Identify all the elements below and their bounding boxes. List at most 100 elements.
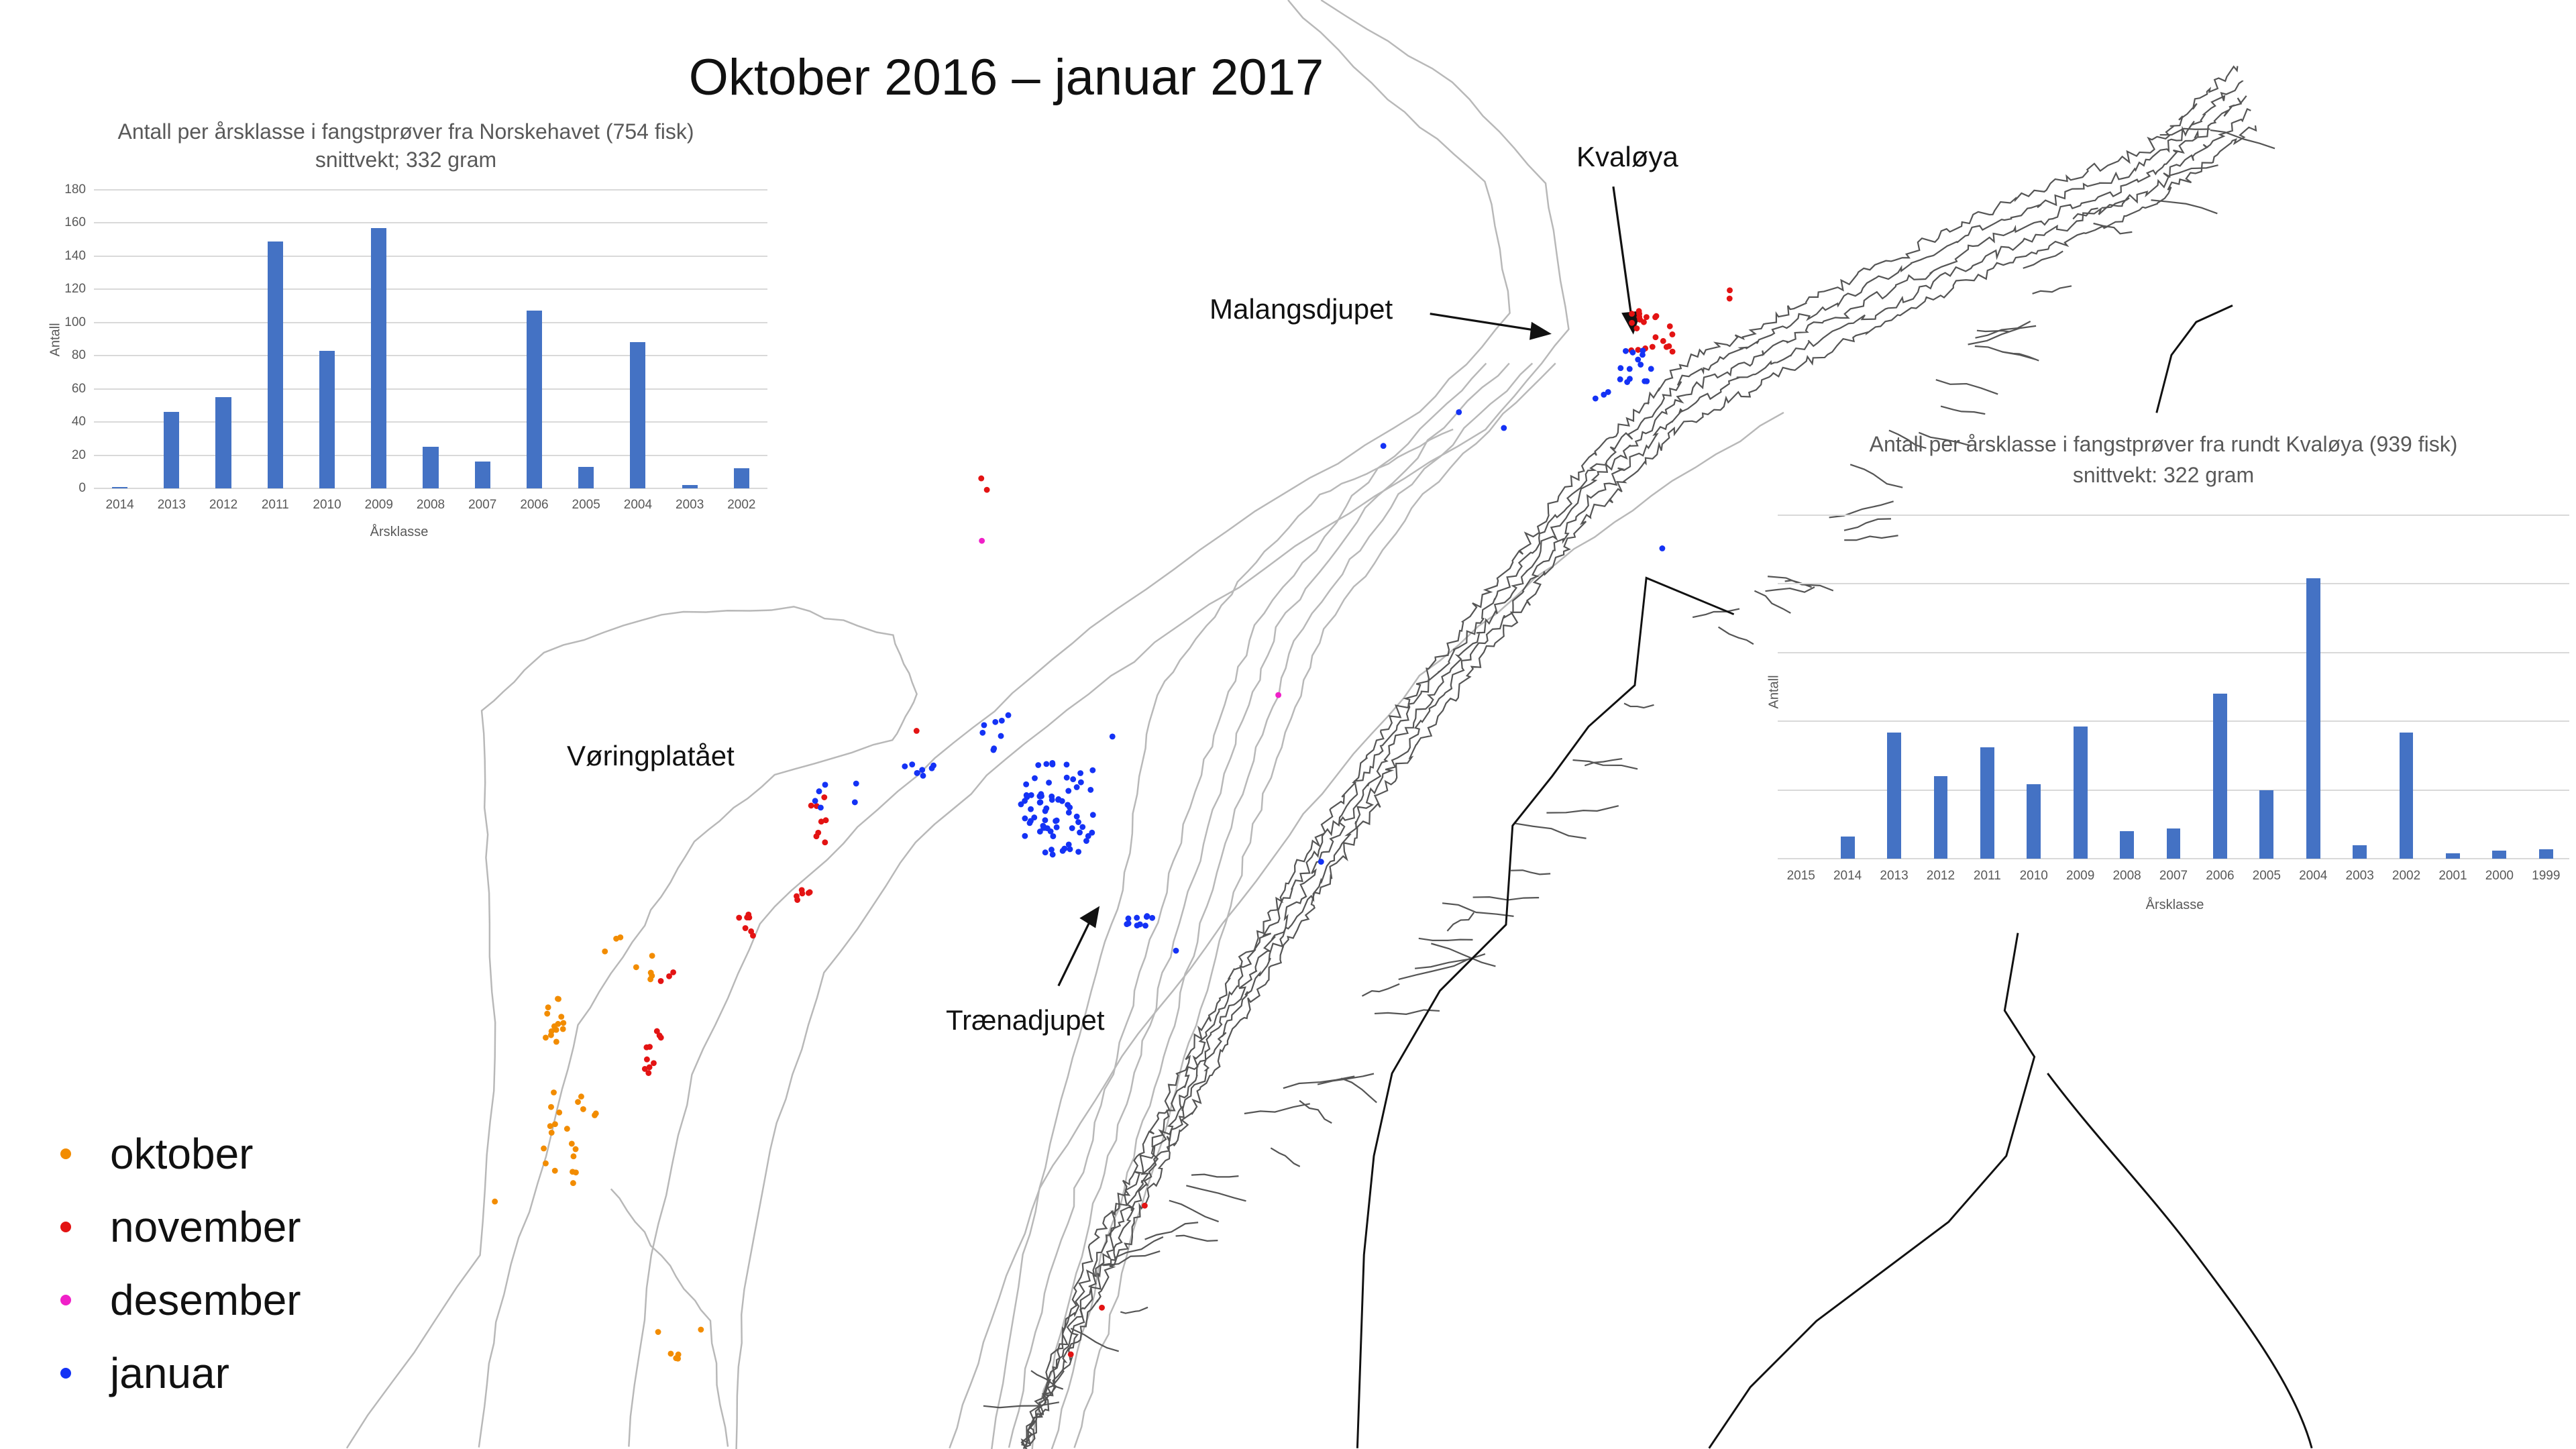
catch-point-oktober	[551, 1023, 557, 1030]
catch-point-oktober	[572, 1169, 579, 1176]
catch-point-november	[1141, 1202, 1148, 1209]
chart-subtitle: snittvekt: 322 gram	[2072, 463, 2255, 487]
fjord	[2102, 197, 2130, 209]
bar-2009	[2073, 727, 2088, 859]
dot-icon	[60, 1148, 71, 1159]
catch-point-januar	[1592, 395, 1599, 402]
coast-line-east	[1708, 932, 2313, 1449]
catch-point-oktober	[564, 1126, 570, 1132]
catch-point-januar	[1075, 849, 1082, 855]
fjord	[1446, 912, 1475, 932]
catch-point-januar	[1028, 792, 1034, 798]
catch-point-januar	[1149, 914, 1156, 921]
fjord	[1374, 1009, 1440, 1015]
legend-item-januar: januar	[60, 1336, 301, 1409]
catch-point-januar	[928, 765, 935, 771]
x-tick-label: 2015	[1786, 869, 1815, 883]
bar-2002	[2399, 732, 2414, 859]
catch-point-januar	[1018, 801, 1024, 808]
fjord	[1754, 590, 1791, 614]
fjord	[1514, 822, 1587, 839]
legend-item-desember: desember	[60, 1263, 301, 1336]
catch-point-januar	[1042, 817, 1049, 824]
catch-point-januar	[1036, 828, 1043, 835]
catch-point-januar	[998, 733, 1004, 739]
catch-point-oktober	[578, 1093, 584, 1100]
catch-point-januar	[1063, 761, 1070, 768]
depth-contour	[1073, 362, 1556, 1448]
x-tick-label: 2007	[468, 498, 497, 512]
catch-point-november	[653, 1028, 660, 1034]
catch-point-januar	[1142, 922, 1148, 929]
catch-point-januar	[1626, 366, 1633, 372]
catch-point-januar	[1617, 365, 1624, 372]
fjord	[1442, 902, 1514, 918]
x-tick-label: 1999	[2532, 869, 2561, 883]
catch-point-oktober	[558, 1014, 565, 1020]
bar-2013	[1887, 732, 1901, 859]
coast-line	[1020, 95, 2247, 1449]
catch-point-januar	[1624, 379, 1631, 385]
bar-2014	[112, 486, 128, 488]
catch-point-oktober	[548, 1130, 555, 1136]
catch-point-november	[1727, 287, 1733, 294]
fjord	[2151, 199, 2218, 215]
catch-point-januar	[1049, 851, 1056, 858]
fjord	[1584, 757, 1623, 767]
bar-2012	[1933, 776, 1948, 859]
catch-point-januar	[1173, 947, 1179, 954]
fjord	[1765, 586, 1815, 593]
catch-point-januar	[1036, 793, 1043, 800]
catch-point-oktober	[492, 1198, 498, 1205]
catch-point-november	[1643, 314, 1650, 321]
catch-point-november	[1660, 337, 1666, 344]
catch-point-januar	[1617, 376, 1623, 382]
dot-icon	[60, 1294, 71, 1305]
border-line	[1356, 576, 1735, 1448]
catch-point-januar	[1032, 775, 1038, 782]
fjord	[1717, 626, 1754, 645]
depth-contour	[345, 606, 918, 1449]
catch-point-januar	[1635, 356, 1642, 363]
catch-point-januar	[1070, 776, 1077, 783]
bar-1999	[2538, 849, 2553, 859]
catch-point-oktober	[649, 953, 655, 959]
fjord	[1976, 329, 2010, 333]
catch-point-november	[641, 1065, 648, 1072]
gridline	[94, 488, 767, 489]
catch-point-januar	[1073, 784, 1080, 790]
catch-point-oktober	[545, 1004, 551, 1011]
catch-point-januar	[920, 772, 926, 779]
x-tick-label: 2003	[676, 498, 704, 512]
catch-point-januar	[1605, 388, 1611, 395]
catch-point-januar	[1089, 767, 1096, 773]
gridline	[1778, 515, 2569, 516]
catch-point-januar	[919, 767, 926, 773]
x-tick-label: 2005	[572, 498, 600, 512]
fjord	[1361, 983, 1400, 997]
x-tick-label: 2011	[1973, 869, 2001, 883]
chart-subtitle: snittvekt; 332 gram	[315, 148, 497, 172]
catch-point-januar	[853, 780, 859, 787]
fjord	[2023, 250, 2063, 269]
fjord	[1511, 869, 1551, 875]
catch-point-januar	[914, 769, 920, 776]
x-tick-label: 2006	[2206, 869, 2235, 883]
catch-point-januar	[1065, 841, 1072, 848]
x-tick-label: 2001	[2438, 869, 2467, 883]
catch-point-januar	[1644, 378, 1650, 384]
catch-points	[492, 287, 1733, 1362]
catch-point-januar	[1049, 761, 1056, 767]
gridline	[1778, 583, 2569, 585]
catch-point-januar	[1073, 813, 1080, 820]
fjord	[1918, 431, 1972, 447]
bar-2010	[2027, 784, 2041, 859]
fjord	[1975, 321, 2031, 339]
catch-point-november	[983, 486, 990, 493]
catch-point-januar	[909, 761, 916, 767]
y-tick-label: 140	[64, 248, 86, 263]
catch-point-november	[1652, 334, 1659, 341]
catch-point-november	[657, 1034, 664, 1041]
x-tick-label: 2011	[261, 498, 289, 512]
catch-point-januar	[1125, 915, 1132, 922]
